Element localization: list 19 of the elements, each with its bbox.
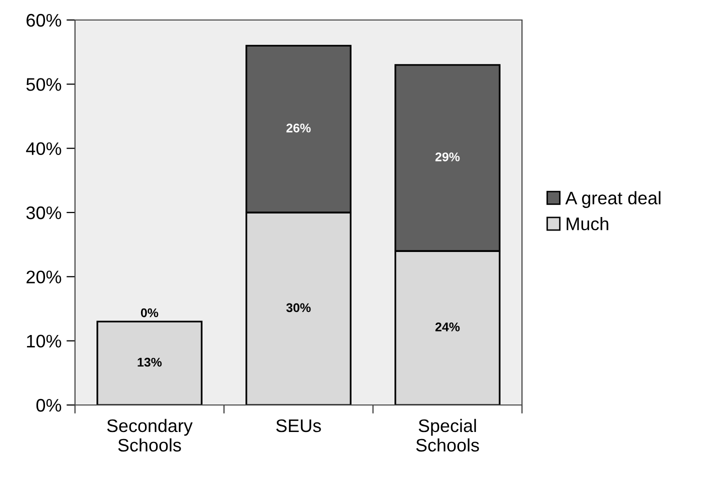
y-tick-label: 40% [26, 142, 62, 156]
data-label: 13% [138, 358, 162, 367]
x-tick-label: Secondary Schools [107, 418, 193, 452]
y-tick-label: 20% [26, 270, 62, 284]
y-tick-label: 60% [26, 14, 62, 27]
y-tick-label: 10% [27, 334, 62, 348]
y-tick-label: 0% [36, 398, 62, 412]
legend-label: Much [566, 217, 608, 230]
data-label: 0% [140, 308, 158, 318]
data-label: 24% [435, 322, 460, 332]
x-tick-label: SEUs [276, 419, 321, 432]
data-label: 26% [286, 124, 311, 132]
legend-label: A great deal [565, 191, 660, 208]
y-tick-label: 50% [26, 78, 62, 91]
y-tick-label: 30% [26, 206, 62, 220]
x-tick-label: Special Schools [416, 418, 479, 452]
data-label: 30% [286, 303, 311, 312]
bar [96, 320, 202, 405]
data-label: 29% [435, 152, 460, 162]
